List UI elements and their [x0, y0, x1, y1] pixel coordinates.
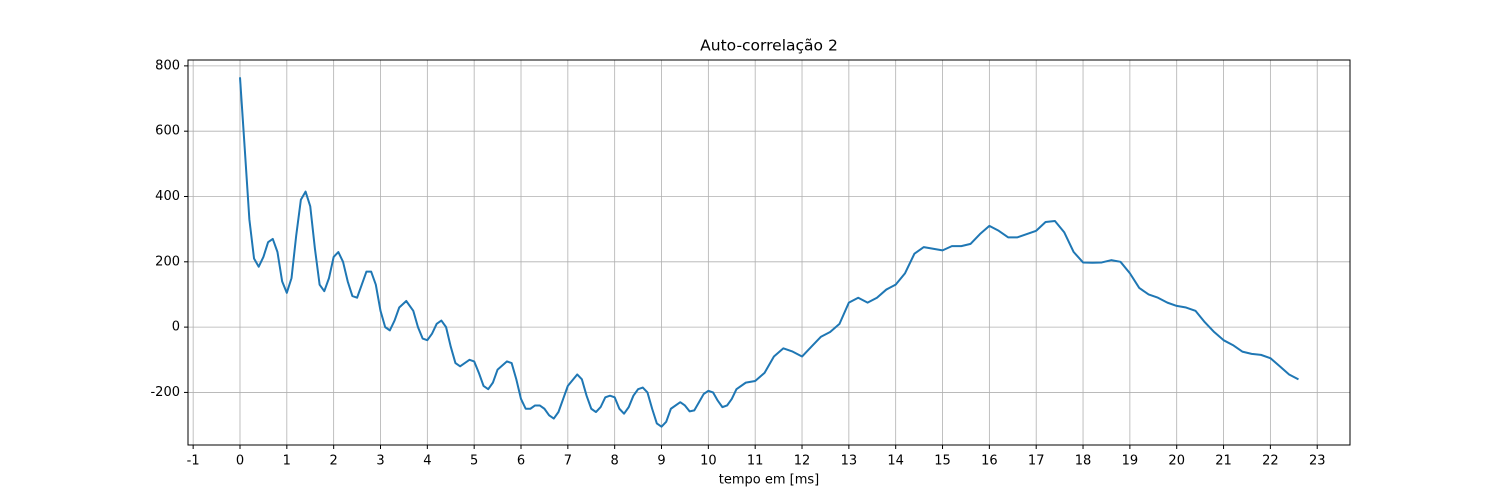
x-tick-label: 15	[934, 454, 951, 469]
x-tick-label: 14	[887, 454, 904, 469]
x-tick-label: 4	[423, 454, 431, 469]
x-tick-label: 5	[470, 454, 478, 469]
x-tick-label: 23	[1309, 454, 1326, 469]
x-tick-label: 13	[841, 454, 858, 469]
y-tick-label: 200	[155, 254, 180, 269]
x-tick-label: 1	[283, 454, 291, 469]
x-tick-label: 8	[611, 454, 619, 469]
x-tick-label: -1	[187, 454, 200, 469]
x-tick-label: 6	[517, 454, 525, 469]
x-tick-label: 22	[1262, 454, 1279, 469]
x-tick-label: 10	[700, 454, 717, 469]
x-tick-label: 17	[1028, 454, 1045, 469]
y-tick-label: 800	[155, 58, 180, 73]
line-series	[238, 77, 1299, 428]
x-tick-label: 2	[330, 454, 338, 469]
x-tick-label: 20	[1168, 454, 1185, 469]
y-tick-label: 600	[155, 124, 180, 139]
x-tick-label: 18	[1075, 454, 1092, 469]
x-axis-label: tempo em [ms]	[719, 473, 819, 488]
plot-frame	[187, 59, 1351, 446]
y-tick-label: -200	[150, 385, 180, 400]
x-tick-label: 19	[1122, 454, 1139, 469]
y-tick-label: 400	[155, 189, 180, 204]
x-tick-label: 9	[657, 454, 665, 469]
x-tick-label: 12	[794, 454, 811, 469]
x-tick-label: 11	[747, 454, 764, 469]
chart-title: Auto-correlação 2	[700, 37, 838, 55]
y-tick-label: 0	[172, 320, 180, 335]
x-tick-label: 16	[981, 454, 998, 469]
x-tick-label: 21	[1215, 454, 1232, 469]
x-tick-label: 7	[564, 454, 572, 469]
x-tick-label: 0	[236, 454, 244, 469]
x-tick-label: 3	[376, 454, 384, 469]
